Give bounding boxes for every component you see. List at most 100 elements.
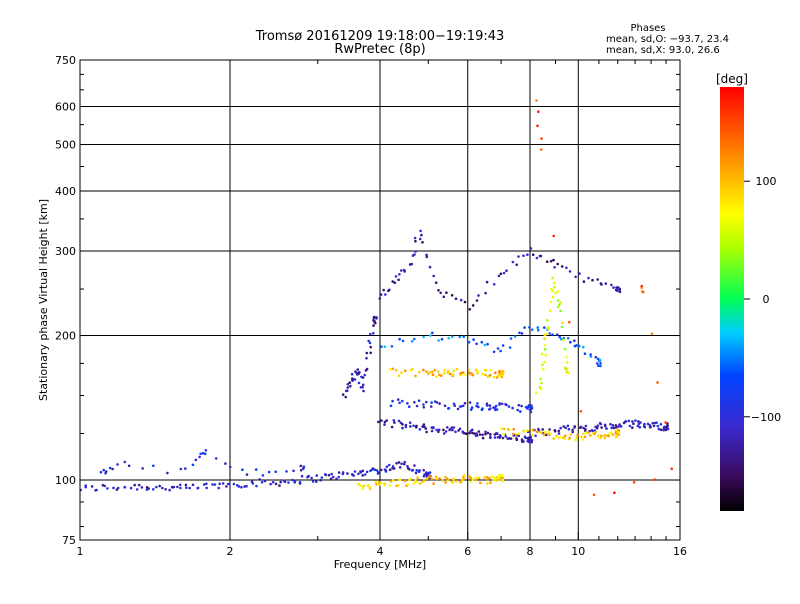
data-point bbox=[362, 484, 366, 488]
data-point bbox=[99, 470, 103, 474]
data-point bbox=[573, 425, 577, 428]
data-point bbox=[430, 401, 433, 404]
data-point bbox=[469, 408, 473, 411]
y-tick-label: 75 bbox=[62, 534, 76, 547]
data-point bbox=[496, 347, 500, 350]
data-point bbox=[579, 410, 583, 413]
data-point bbox=[582, 345, 585, 349]
data-point bbox=[444, 481, 447, 484]
data-point bbox=[552, 258, 555, 262]
data-point bbox=[437, 430, 440, 434]
data-point bbox=[504, 435, 508, 438]
data-point bbox=[240, 486, 243, 489]
data-point bbox=[372, 318, 375, 322]
data-point bbox=[497, 274, 501, 278]
data-point bbox=[372, 324, 375, 327]
data-point bbox=[453, 404, 457, 408]
data-point bbox=[493, 477, 496, 481]
data-point bbox=[385, 465, 389, 469]
data-point bbox=[622, 421, 626, 425]
data-point bbox=[530, 406, 534, 410]
x-tick-label: 16 bbox=[673, 545, 687, 558]
data-point bbox=[469, 480, 473, 483]
data-point bbox=[361, 474, 365, 477]
data-point bbox=[372, 331, 375, 335]
data-point bbox=[488, 374, 492, 377]
data-point bbox=[638, 425, 642, 429]
x-axis: 1 2 4 6 8 10 16 bbox=[77, 60, 687, 558]
data-point bbox=[407, 405, 411, 409]
data-point bbox=[413, 236, 417, 240]
data-point bbox=[627, 419, 631, 423]
data-point bbox=[443, 368, 447, 372]
data-point bbox=[456, 407, 460, 411]
data-point bbox=[526, 429, 529, 433]
data-point bbox=[412, 424, 415, 428]
data-point bbox=[639, 421, 642, 424]
data-point bbox=[463, 300, 467, 304]
data-point bbox=[357, 372, 361, 375]
data-point bbox=[459, 298, 463, 302]
data-point bbox=[433, 368, 436, 372]
data-point bbox=[199, 452, 202, 456]
data-point bbox=[476, 402, 479, 405]
data-point bbox=[446, 477, 449, 481]
data-point bbox=[547, 430, 550, 433]
data-point bbox=[463, 402, 467, 405]
data-point bbox=[545, 260, 549, 264]
data-point bbox=[371, 467, 375, 470]
data-point bbox=[561, 321, 564, 325]
data-point bbox=[500, 402, 504, 406]
data-point bbox=[241, 468, 244, 472]
data-point bbox=[421, 425, 425, 428]
data-point bbox=[378, 297, 382, 300]
data-point bbox=[414, 471, 418, 475]
data-point bbox=[584, 431, 588, 435]
data-point bbox=[245, 473, 249, 476]
data-point bbox=[484, 369, 488, 372]
data-point bbox=[458, 427, 462, 431]
data-point bbox=[401, 423, 404, 426]
data-point bbox=[447, 369, 450, 373]
data-point bbox=[508, 437, 511, 440]
data-point bbox=[213, 483, 217, 486]
data-point bbox=[607, 434, 610, 438]
data-point bbox=[474, 368, 478, 372]
data-point bbox=[600, 426, 603, 429]
data-point bbox=[428, 475, 432, 478]
data-point bbox=[517, 432, 521, 435]
data-point bbox=[424, 427, 428, 430]
data-point bbox=[365, 356, 368, 360]
data-point bbox=[528, 326, 531, 329]
data-point bbox=[375, 316, 378, 319]
data-point bbox=[461, 431, 465, 434]
data-point bbox=[562, 425, 565, 428]
data-point bbox=[359, 386, 363, 389]
data-point bbox=[217, 486, 220, 490]
data-point bbox=[398, 273, 401, 276]
data-point bbox=[483, 343, 487, 347]
data-point bbox=[655, 421, 658, 425]
data-point bbox=[435, 401, 439, 404]
data-point bbox=[414, 239, 417, 243]
data-point bbox=[530, 439, 534, 442]
data-point bbox=[555, 435, 558, 439]
data-point bbox=[574, 438, 577, 442]
data-point bbox=[636, 424, 640, 428]
data-point bbox=[537, 328, 540, 332]
data-point bbox=[415, 404, 419, 408]
data-point bbox=[357, 381, 361, 385]
data-point bbox=[416, 476, 420, 480]
data-point bbox=[422, 468, 426, 472]
data-point bbox=[571, 428, 574, 432]
data-point bbox=[514, 433, 518, 437]
data-point bbox=[214, 457, 218, 460]
data-point bbox=[484, 291, 487, 295]
data-point bbox=[410, 262, 414, 266]
data-point bbox=[640, 286, 643, 290]
data-point bbox=[541, 428, 544, 431]
data-point bbox=[361, 469, 365, 473]
data-point bbox=[168, 488, 171, 492]
data-point bbox=[656, 424, 660, 428]
data-point bbox=[116, 486, 120, 490]
